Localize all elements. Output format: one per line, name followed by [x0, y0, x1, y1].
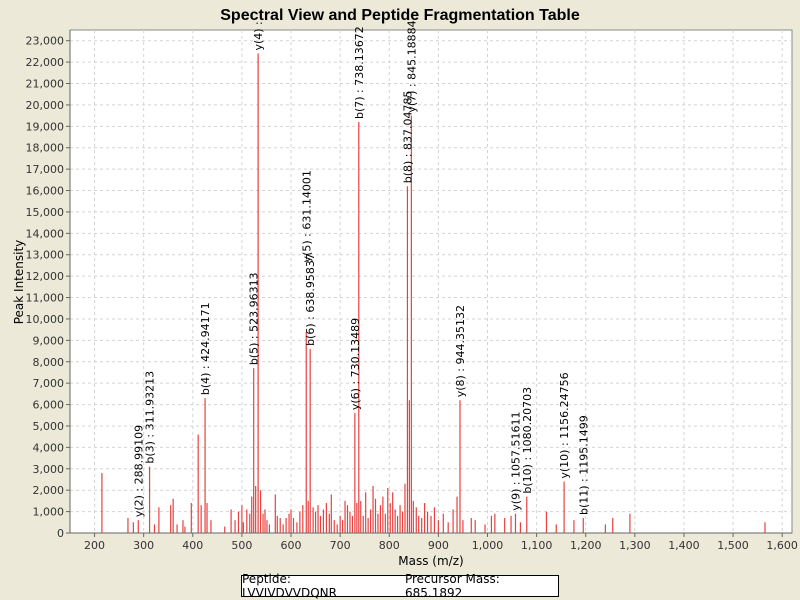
x-tick-label: 1,500 — [717, 539, 749, 552]
y-tick-label: 20,000 — [26, 99, 65, 112]
fragment-annotation: b(11) : 1195.1499 — [577, 415, 590, 515]
y-tick-label: 12,000 — [26, 270, 65, 283]
fragment-annotation: b(6) : 638.95837 — [304, 253, 317, 346]
x-tick-label: 500 — [231, 539, 252, 552]
chart-title: Spectral View and Peptide Fragmentation … — [220, 7, 580, 24]
y-tick-label: 10,000 — [26, 313, 65, 326]
fragment-annotation: b(5) : 523.96313 — [248, 272, 261, 365]
fragment-annotation: y(5) : 631.14001 — [300, 170, 313, 262]
x-tick-label: 1,300 — [619, 539, 651, 552]
peaks-layer — [101, 53, 766, 533]
y-tick-label: 3,000 — [33, 463, 65, 476]
y-tick-label: 23,000 — [26, 35, 65, 48]
fragment-annotation: y(2) : 288.99109 — [132, 425, 145, 517]
y-tick-label: 14,000 — [26, 227, 65, 240]
fragment-annotation: b(7) : 738.13672 — [353, 26, 366, 119]
fragment-annotation: b(4) : 424.94171 — [199, 302, 212, 395]
y-tick-label: 8,000 — [33, 356, 65, 369]
y-tick-label: 4,000 — [33, 441, 65, 454]
y-tick-label: 5,000 — [33, 420, 65, 433]
x-tick-label: 400 — [182, 539, 203, 552]
fragment-annotation: b(10) : 1080.20703 — [521, 387, 534, 494]
y-tick-label: 2,000 — [33, 484, 65, 497]
y-tick-label: 21,000 — [26, 78, 65, 91]
x-tick-label: 600 — [281, 539, 302, 552]
y-axis-label: Peak Intensity — [12, 240, 26, 325]
y-tick-label: 17,000 — [26, 163, 65, 176]
x-tick-label: 800 — [379, 539, 400, 552]
y-tick-label: 22,000 — [26, 56, 65, 69]
x-tick-label: 700 — [330, 539, 351, 552]
plot-area — [69, 29, 793, 534]
y-tick-label: 1,000 — [33, 506, 65, 519]
x-tick-label: 1,200 — [570, 539, 602, 552]
y-tick-label: 16,000 — [26, 185, 65, 198]
y-tick-label: 9,000 — [33, 334, 65, 347]
legend-box: Peptide: LVVIVDVVDQNR Precursor Mass: 68… — [241, 572, 559, 600]
y-tick-label: 15,000 — [26, 206, 65, 219]
x-tick-label: 200 — [84, 539, 105, 552]
fragment-annotation: b(8) : 837.04785 — [401, 91, 414, 184]
fragment-annotation: y(10) : 1156.24756 — [558, 372, 571, 478]
y-tick-label: 7,000 — [33, 377, 65, 390]
y-tick-label: 13,000 — [26, 249, 65, 262]
fragment-annotation: y(6) : 730.13489 — [349, 318, 362, 410]
x-axis-label: Mass (m/z) — [398, 554, 463, 568]
x-tick-label: 1,100 — [521, 539, 553, 552]
fragment-annotation: y(8) : 944.35132 — [454, 305, 467, 397]
fragment-annotation: y(9) : 1057.51611 — [510, 411, 523, 510]
y-tick-label: 0 — [57, 527, 64, 540]
y-tick-label: 11,000 — [26, 292, 65, 305]
x-tick-label: 1,600 — [766, 539, 798, 552]
legend-precursor-mass: Precursor Mass: 685.1892 — [404, 572, 500, 600]
fragment-annotation: b(3) : 311.93213 — [144, 371, 157, 464]
x-tick-label: 900 — [428, 539, 449, 552]
y-tick-label: 6,000 — [33, 399, 65, 412]
x-tick-label: 1,000 — [472, 539, 504, 552]
x-tick-label: 1,400 — [668, 539, 700, 552]
fragment-annotation: y(7) : 845.18884 — [405, 20, 418, 112]
x-tick-label: 300 — [133, 539, 154, 552]
y-tick-label: 18,000 — [26, 142, 65, 155]
fragment-annotation: y(4) : — [252, 21, 265, 50]
y-tick-label: 19,000 — [26, 120, 65, 133]
axes-layer: 0 1,000 2,000 3,000 4,000 5,000 6,000 7,000 8,00… — [26, 30, 798, 552]
legend-peptide: Peptide: LVVIVDVVDQNR — [242, 572, 337, 600]
